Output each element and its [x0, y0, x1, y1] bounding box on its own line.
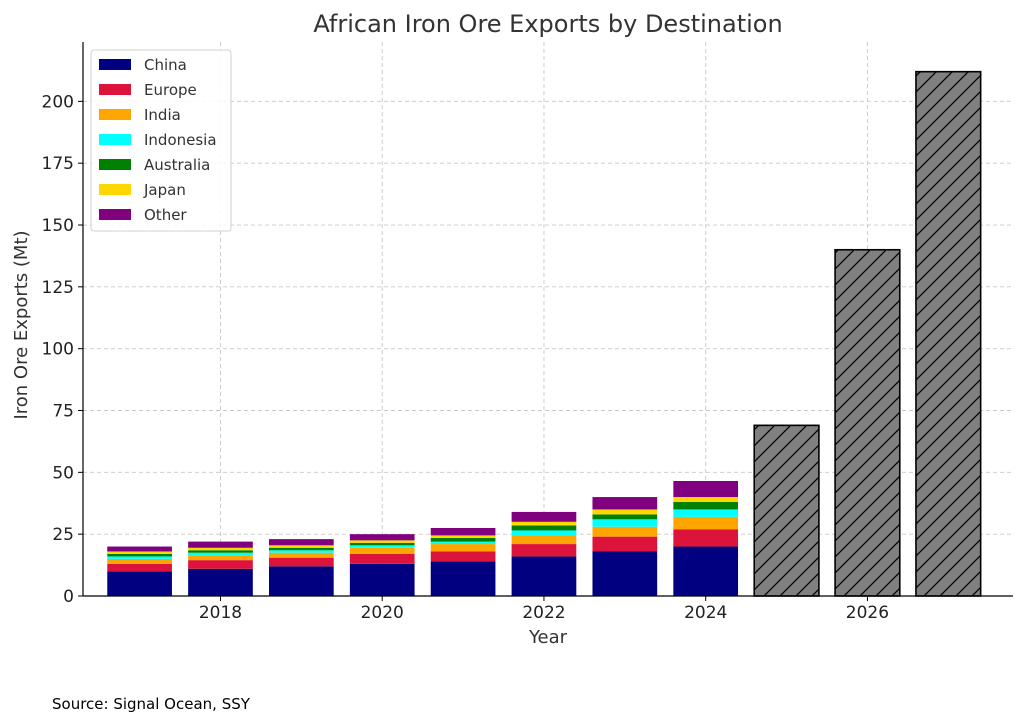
projected-bar — [834, 248, 901, 597]
bar-segment — [107, 556, 172, 559]
bar-segment — [511, 556, 577, 596]
legend-swatch — [99, 209, 131, 220]
chart-title: African Iron Ore Exports by Destination — [313, 10, 782, 38]
axes: 0 25 50 75 100 125 150 175 200 2018 2020 2022 2024 20… — [42, 42, 1013, 623]
bar-segment — [511, 530, 577, 536]
source-note: Source: Signal Ocean, SSY — [52, 695, 250, 713]
y-tick-label: 0 — [63, 587, 74, 607]
bar-segment — [188, 550, 253, 553]
bar-segment — [107, 551, 172, 554]
bar-segment — [107, 563, 172, 572]
bar-segment — [592, 551, 658, 596]
legend-label: India — [144, 106, 181, 124]
bar-segment — [269, 547, 334, 551]
bar-segment — [511, 511, 577, 522]
legend-swatch — [99, 84, 131, 95]
bar-segment — [673, 497, 739, 503]
bar-segment — [349, 545, 415, 548]
bar-segment — [592, 514, 658, 520]
y-tick-label: 50 — [52, 463, 74, 483]
bar-segment — [430, 535, 496, 538]
y-tick-label: 75 — [52, 402, 74, 422]
y-tick-label: 150 — [42, 216, 74, 236]
bar-segment — [673, 546, 739, 596]
bar-segment — [349, 553, 415, 564]
bar-segment — [269, 539, 334, 546]
bar-segment — [592, 497, 658, 510]
projected-bar — [915, 70, 982, 597]
bar-segment — [107, 553, 172, 557]
bars — [107, 70, 982, 597]
bar-segment — [107, 546, 172, 552]
x-tick-label: 2020 — [361, 603, 404, 623]
bar-segment — [188, 560, 253, 569]
y-tick-label: 25 — [52, 525, 74, 545]
bar-segment — [107, 571, 172, 596]
bar-segment — [349, 542, 415, 546]
bar-segment — [673, 529, 739, 547]
bar-segment — [188, 541, 253, 548]
legend-swatch — [99, 59, 131, 70]
x-tick-label: 2026 — [846, 603, 889, 623]
bar-segment — [673, 516, 739, 530]
bar-segment — [511, 521, 577, 526]
bar-segment — [188, 555, 253, 561]
bar-segment — [269, 545, 334, 548]
bar-segment — [592, 526, 658, 537]
legend-label: Japan — [143, 181, 186, 199]
bar-segment — [188, 568, 253, 596]
bar-segment — [511, 535, 577, 545]
legend-label: Australia — [144, 156, 210, 174]
bar-segment — [592, 519, 658, 527]
x-tick-label: 2022 — [522, 603, 565, 623]
bar-segment — [430, 537, 496, 542]
bar-segment — [430, 541, 496, 545]
legend-label: China — [144, 56, 187, 74]
x-axis-label: Year — [528, 627, 568, 648]
legend: China Europe India Indonesia Australia Japan O… — [90, 49, 232, 232]
bar-segment — [430, 561, 496, 596]
legend-swatch — [99, 134, 131, 145]
bar-segment — [673, 509, 739, 517]
bar-segment — [269, 566, 334, 596]
x-tick-label: 2018 — [199, 603, 242, 623]
bar-segment — [673, 480, 739, 498]
bar-segment — [188, 552, 253, 556]
y-tick-label: 175 — [42, 154, 74, 174]
y-tick-label: 100 — [42, 340, 74, 360]
bar-segment — [349, 540, 415, 543]
projected-bar — [753, 424, 820, 597]
legend-swatch — [99, 159, 131, 170]
bar-segment — [269, 552, 334, 558]
legend-swatch — [99, 184, 131, 195]
bar-segment — [107, 558, 172, 564]
bar-segment — [592, 509, 658, 515]
y-tick-label: 200 — [42, 92, 74, 112]
bar-segment — [430, 551, 496, 562]
bar-segment — [349, 534, 415, 541]
legend-label: Other — [144, 206, 187, 224]
bar-segment — [430, 544, 496, 552]
legend-swatch — [99, 109, 131, 120]
bar-segment — [511, 544, 577, 557]
x-tick-label: 2024 — [684, 603, 727, 623]
bar-segment — [269, 550, 334, 553]
bar-segment — [269, 557, 334, 567]
bar-segment — [430, 527, 496, 536]
bar-segment — [349, 547, 415, 554]
legend-label: Europe — [144, 81, 197, 99]
y-tick-label: 125 — [42, 278, 74, 298]
bar-segment — [511, 525, 577, 531]
bar-segment — [349, 563, 415, 596]
bar-segment — [592, 536, 658, 552]
legend-label: Indonesia — [144, 131, 217, 149]
y-axis-label: Iron Ore Exports (Mt) — [11, 230, 32, 419]
bar-segment — [188, 547, 253, 551]
bar-segment — [673, 502, 739, 510]
